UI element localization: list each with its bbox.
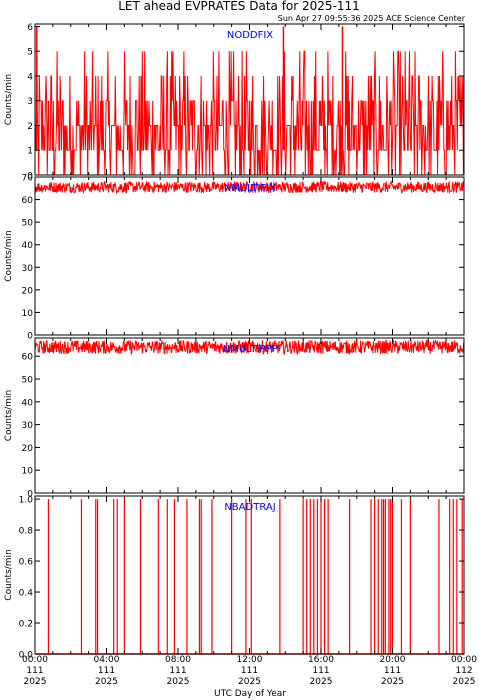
- y-tick-label: 30: [22, 264, 34, 274]
- panel-label: NBADTRAJ: [224, 502, 275, 513]
- panel-frame: [34, 337, 465, 494]
- y-tick-label: 10: [22, 309, 34, 319]
- y-tick-label: 0: [27, 172, 33, 182]
- x-tick-label: 08:00: [165, 655, 191, 665]
- y-tick-label: 50: [22, 376, 34, 386]
- y-axis-label: Counts/min: [4, 390, 14, 441]
- x-axis-ticks: 00:00111202504:00111202508:00111202512:0…: [22, 655, 477, 687]
- x-tick-label: 2025: [381, 677, 404, 687]
- panels: 0 1 2 3 4 5 6 Counts/min NODDFIX 0 10 20 30 40 50 60 70 C…: [4, 23, 465, 661]
- x-tick-label: 2025: [95, 677, 118, 687]
- y-tick-label: 0.8: [19, 527, 34, 537]
- panel-4: 0.0 0.2 0.4 0.6 0.8 1.0 Counts/min NBADTRAJ: [4, 495, 465, 661]
- x-tick-label: 111: [384, 666, 401, 676]
- x-tick-label: 20:00: [380, 655, 406, 665]
- panel-1: 0 1 2 3 4 5 6 Counts/min NODDFIX: [4, 23, 465, 182]
- panel-2: 0 10 20 30 40 50 60 70 Counts/min NMULTIFIX: [4, 174, 465, 342]
- timestamp: Sun Apr 27 09:55:36 2025 ACE Science Cen…: [278, 14, 466, 23]
- trace-nmultifix: [34, 180, 465, 195]
- x-tick-label: 2025: [167, 677, 190, 687]
- y-tick-label: 5: [27, 48, 33, 58]
- x-tick-label: 12:00: [237, 655, 263, 665]
- nmultifix-line: [34, 180, 465, 195]
- y-tick-label: 40: [22, 398, 34, 408]
- y-tick-label: 0.0: [19, 651, 34, 661]
- y-tick-label: 6: [27, 23, 33, 33]
- y-tick-label: 50: [22, 219, 34, 229]
- y-tick-label: 0.6: [19, 558, 34, 568]
- panel-frame: [34, 495, 465, 655]
- x-tick-label: 2025: [453, 677, 476, 687]
- x-tick-label: 111: [241, 666, 258, 676]
- x-axis-label: UTC Day of Year: [214, 689, 286, 699]
- panel-label: NMULTIPPP: [223, 344, 278, 355]
- noddfix-line: [34, 50, 464, 176]
- y-tick-label: 60: [22, 353, 34, 363]
- x-tick-label: 111: [169, 666, 186, 676]
- y-tick-label: 10: [22, 467, 34, 477]
- y-axis-label: Counts/min: [4, 230, 14, 281]
- y-tick-label: 20: [22, 286, 34, 296]
- x-tick-label: 111: [26, 666, 43, 676]
- trace-noddfix: [34, 26, 464, 176]
- panel-frame: [34, 176, 465, 336]
- y-tick-label: 0.4: [19, 589, 34, 599]
- panel-label: NODDFIX: [227, 30, 273, 41]
- chart-title: LET ahead EVPRATES Data for 2025-111: [118, 0, 360, 13]
- y-axis-label: Counts/min: [4, 74, 14, 125]
- panel-label: NMULTIFIX: [224, 183, 276, 194]
- x-tick-label: 111: [312, 666, 329, 676]
- y-axis-label: Counts/min: [4, 549, 14, 600]
- y-tick-label: 2: [27, 122, 33, 132]
- y-tick-label: 40: [22, 241, 34, 251]
- x-tick-label: 2025: [310, 677, 333, 687]
- x-tick-label: 00:00: [22, 655, 48, 665]
- x-tick-label: 112: [455, 666, 472, 676]
- y-tick-label: 70: [22, 174, 34, 184]
- x-tick-label: 04:00: [94, 655, 120, 665]
- trace-nbadtraj: [35, 499, 464, 655]
- y-tick-label: 4: [27, 72, 33, 82]
- x-tick-label: 16:00: [308, 655, 334, 665]
- y-tick-label: 0: [27, 332, 33, 342]
- x-tick-label: 2025: [24, 677, 47, 687]
- x-tick-label: 2025: [238, 677, 261, 687]
- y-tick-label: 20: [22, 444, 34, 454]
- y-tick-label: 30: [22, 421, 34, 431]
- y-tick-label: 60: [22, 196, 34, 206]
- y-tick-label: 3: [27, 97, 33, 107]
- x-tick-label: 00:00: [451, 655, 477, 665]
- x-tick-label: 111: [98, 666, 115, 676]
- y-tick-label: 1: [27, 147, 33, 157]
- y-tick-label: 0: [27, 490, 33, 500]
- y-tick-label: 0.2: [19, 620, 33, 630]
- panel-3: 0 10 20 30 40 50 60 Counts/min NMULTIPPP: [4, 337, 465, 500]
- y-tick-label: 1.0: [19, 496, 34, 506]
